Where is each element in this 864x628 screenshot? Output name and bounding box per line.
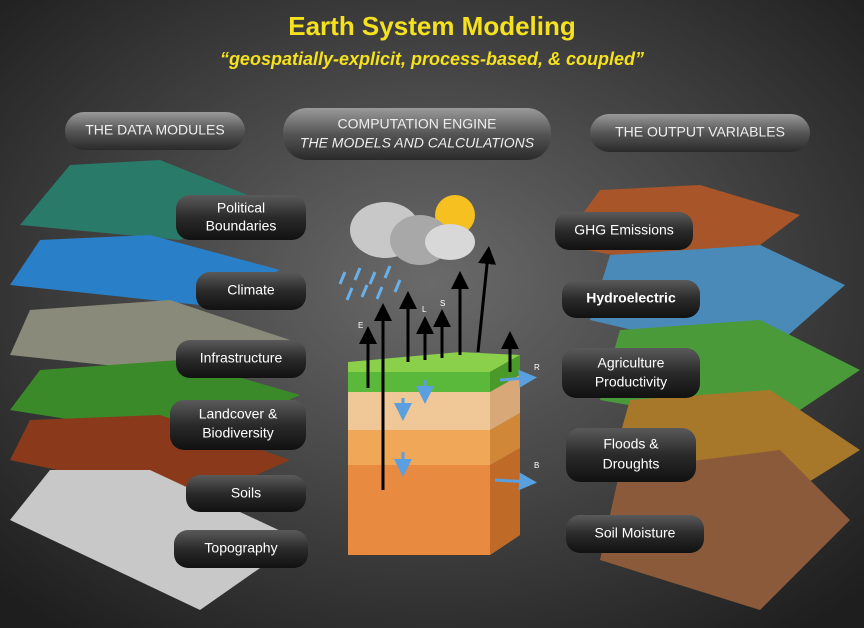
- module-label: Infrastructure: [200, 350, 283, 366]
- arrow: [500, 378, 528, 380]
- output-label: Productivity: [595, 374, 667, 390]
- module-label: Biodiversity: [202, 425, 274, 441]
- module-label: Climate: [227, 282, 275, 298]
- output-label: Soil Moisture: [595, 525, 676, 541]
- cloud: [425, 224, 475, 260]
- output-label: Floods &: [603, 436, 659, 452]
- soil-layer-3: [348, 465, 490, 555]
- output-label: GHG Emissions: [574, 222, 674, 238]
- header-text: COMPUTATION ENGINE: [338, 116, 497, 132]
- header-text: THE DATA MODULES: [85, 122, 225, 138]
- module-label: Topography: [204, 540, 277, 556]
- module-label: Soils: [231, 485, 261, 501]
- module-label: Political: [217, 200, 265, 216]
- subtitle: “geospatially-explicit, process-based, &…: [220, 49, 644, 69]
- soil-column: [348, 352, 520, 555]
- flux-label: S: [440, 299, 445, 308]
- soil-layer-2: [348, 430, 490, 465]
- module-label: Boundaries: [206, 218, 277, 234]
- flux-label: L: [422, 305, 427, 314]
- output-label: Agriculture: [598, 355, 665, 371]
- flux-label: R: [534, 363, 540, 372]
- arrow: [495, 480, 528, 482]
- output-label: Hydroelectric: [586, 290, 676, 306]
- soil-layer-1: [348, 392, 490, 430]
- module-label: Landcover &: [199, 406, 278, 422]
- diagram: Earth System Modeling “geospatially-expl…: [0, 0, 864, 628]
- flux-label: E: [358, 321, 363, 330]
- flux-label: B: [534, 461, 539, 470]
- title: Earth System Modeling: [288, 11, 576, 41]
- output-label: Droughts: [603, 456, 660, 472]
- header-text: THE OUTPUT VARIABLES: [615, 124, 785, 140]
- header-text: THE MODELS AND CALCULATIONS: [300, 135, 535, 151]
